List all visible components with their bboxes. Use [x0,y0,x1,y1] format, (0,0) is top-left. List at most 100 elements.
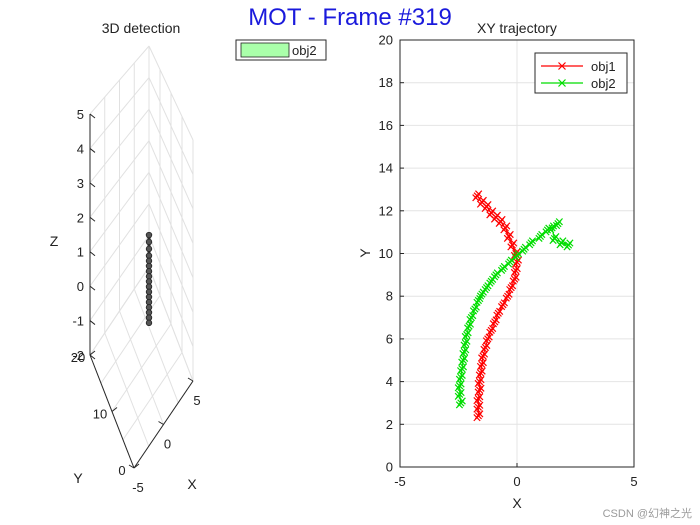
legend-marker-obj2 [558,79,566,87]
floor-xy [89,266,194,469]
data-point-obj1 [492,316,500,324]
tick-label-x-xy: 5 [630,474,637,489]
data-point-obj2 [538,230,546,239]
tick-mark-z [89,285,96,291]
tick-label-y-xy: 14 [379,161,393,176]
legend-xy[interactable]: obj1 obj2 [534,52,628,94]
data-point-obj1 [477,384,485,392]
data-point-obj1 [476,401,484,409]
chart-title-3d: 3D detection [102,20,181,36]
watermark-text: CSDN @幻神之光 [602,508,692,520]
detection-point-obj2 [145,314,153,321]
tick-label-x-3d: 5 [193,393,200,408]
x-axis-label-xy: X [512,495,522,511]
detection-point-obj2 [145,252,153,259]
tick-mark-z [89,182,96,188]
data-point-obj2 [476,294,484,303]
tick-label-x-xy: -5 [394,474,406,489]
tick-label-y-xy: 20 [379,33,393,48]
figure-super-title: MOT - Frame #319 [248,4,452,31]
data-point-obj1 [505,290,513,298]
data-point-obj2 [493,269,501,277]
data-point-obj2 [458,371,466,380]
x-axis-label-3d: X [187,476,197,492]
data-point-obj1 [480,350,489,358]
series-obj1-xy [472,190,523,422]
gridline-floor-y [148,266,194,382]
series-obj2-xy [454,218,574,409]
data-point-obj1 [506,230,514,239]
data-point-obj2 [559,237,567,245]
plot-3d-detection: 3D detection -2 -1 0 1 2 3 4 5 20 10 0 -5 0 5 Z Y X [50,20,201,495]
wall-back-yz [89,45,150,356]
data-point-obj2 [457,388,465,397]
tick-label-y-xy: 18 [379,75,393,90]
legend-label-obj2-3d: obj2 [292,43,317,58]
tick-mark-z [89,148,96,153]
tick-mark-z [89,354,96,360]
tick-mark-x-3d [187,377,194,382]
data-point-obj1 [489,324,497,333]
legend-swatch-obj2-3d [240,42,290,58]
tick-mark-x-3d [128,464,135,469]
tick-label-x-3d: 0 [164,437,171,452]
detection-point-obj2 [145,257,153,265]
data-point-obj1 [512,273,520,281]
tick-mark-z [89,320,96,325]
tick-label-y-3d: 20 [71,350,85,365]
gridline-floor-y [119,310,164,425]
tick-label-z: -2 [72,348,84,363]
data-point-obj2 [528,237,537,245]
tick-label-y-xy: 16 [379,118,393,133]
detection-point-obj2 [145,262,153,270]
legend-label-obj2-xy: obj2 [591,76,616,91]
detection-point-obj2 [145,298,153,306]
tick-label-y-xy: 0 [386,460,393,475]
data-point-obj1 [483,341,491,350]
data-point-obj2 [464,329,472,337]
data-point-obj2 [500,262,508,271]
detection-point-obj2 [145,268,153,275]
data-point-obj2 [566,239,574,247]
tick-label-y-xy: 12 [379,203,393,218]
tick-mark-y-3d [133,463,140,469]
tick-mark-y-3d [89,350,96,356]
series-line-obj1 [476,195,518,416]
tick-label-y-xy: 8 [386,289,393,304]
tick-mark-x-3d [158,421,164,425]
y-axis-label-3d: Y [73,470,83,486]
tick-label-z: 5 [77,107,84,122]
legend-items-xy: obj1 obj2 [541,59,616,91]
data-point-obj2 [459,363,468,371]
tick-label-x-xy: 0 [513,474,520,489]
tick-label-x-3d: -5 [132,480,144,495]
data-point-obj2 [521,243,530,251]
data-point-obj1 [513,265,521,273]
data-point-obj1 [477,376,485,384]
tick-label-y-3d: 0 [118,463,125,478]
detection-point-obj2 [145,319,153,327]
detection-point-obj2 [145,283,153,290]
data-point-obj1 [508,282,517,290]
legend-3d[interactable]: obj2 [235,39,327,61]
tick-mark-z [89,113,96,119]
data-point-obj1 [478,367,486,375]
data-point-obj2 [514,250,523,258]
tick-labels-3d: -2 -1 0 1 2 3 4 5 20 10 0 -5 0 5 [71,107,201,495]
detection-point-obj2 [145,304,153,311]
tick-label-y-xy: 6 [386,331,393,346]
data-point-obj2 [552,233,560,241]
gridline-floor-y [133,288,179,403]
z-axis-label-3d: Z [50,233,59,249]
detection-point-obj2 [145,245,153,253]
data-point-obj2 [484,282,492,290]
data-point-obj1 [476,393,484,401]
axes-3d [89,113,194,469]
data-point-obj2 [460,354,469,362]
data-point-obj1 [476,410,484,418]
data-point-obj2 [472,303,480,311]
detection-point-obj2 [145,273,153,280]
data-point-obj2 [489,275,497,283]
